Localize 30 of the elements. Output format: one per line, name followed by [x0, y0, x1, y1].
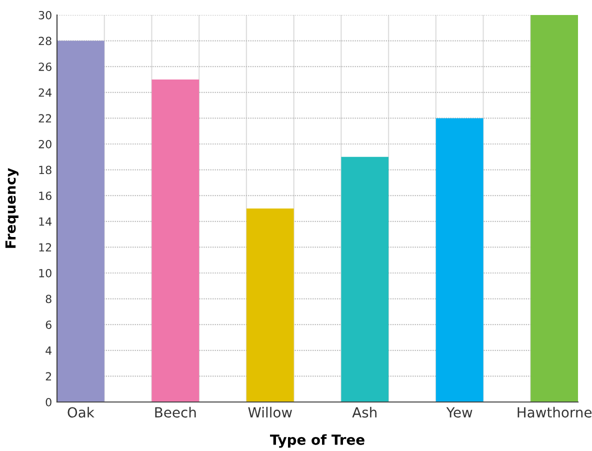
y-tick-label: 18: [39, 166, 52, 174]
y-tick-label: 14: [39, 218, 52, 226]
y-tick-label: 2: [46, 372, 52, 380]
bar: [246, 208, 294, 402]
y-tick-label: 12: [39, 243, 52, 252]
y-tick-label: 24: [38, 88, 52, 97]
y-tick-label: 26: [38, 62, 52, 71]
x-tick-label: Beech: [155, 406, 196, 418]
bar: [530, 15, 578, 402]
bar: [57, 40, 104, 402]
x-tick-label: Yew: [446, 407, 472, 418]
x-tick-label: Ash: [352, 406, 376, 418]
y-tick-label: 10: [39, 268, 52, 278]
bar: [436, 118, 484, 402]
y-tick-label: 22: [38, 114, 52, 122]
y-tick-label: 8: [46, 294, 52, 304]
y-tick-label: 0: [46, 398, 52, 406]
x-axis-title: Type of Tree: [270, 434, 364, 448]
y-tick-label: 4: [46, 346, 52, 355]
x-tick-label: Willow: [248, 406, 292, 418]
x-tick-label: Oak: [68, 406, 94, 418]
y-axis-title: Frequency: [5, 168, 19, 248]
y-tick-label: 16: [39, 192, 52, 200]
y-tick-label: 20: [38, 140, 52, 148]
x-tick-label: Hawthorne: [518, 406, 592, 418]
y-tick-label: 6: [46, 320, 52, 329]
y-tick-label: 28: [38, 36, 52, 46]
bar: [341, 156, 389, 402]
y-tick-label: 30: [38, 10, 52, 20]
bar: [152, 80, 200, 402]
